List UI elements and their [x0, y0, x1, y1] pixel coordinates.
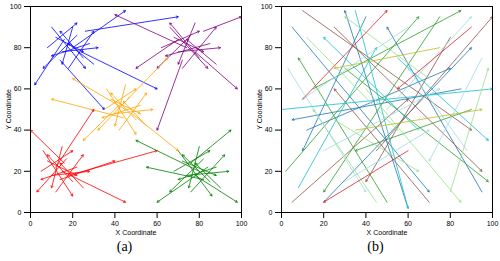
- svg-text:40: 40: [14, 126, 22, 133]
- svg-text:80: 80: [195, 220, 203, 227]
- svg-text:X Coordinate: X Coordinate: [367, 229, 408, 236]
- svg-text:0: 0: [18, 209, 22, 216]
- svg-text:80: 80: [14, 44, 22, 51]
- svg-text:100: 100: [236, 220, 248, 227]
- svg-text:60: 60: [404, 220, 412, 227]
- svg-text:20: 20: [14, 168, 22, 175]
- svg-text:0: 0: [280, 220, 284, 227]
- svg-text:100: 100: [10, 3, 22, 10]
- svg-text:40: 40: [362, 220, 370, 227]
- svg-text:60: 60: [153, 220, 161, 227]
- svg-text:20: 20: [69, 220, 77, 227]
- svg-text:40: 40: [111, 220, 119, 227]
- svg-text:20: 20: [265, 168, 273, 175]
- svg-text:0: 0: [29, 220, 33, 227]
- html-text:(b): (b): [367, 239, 384, 254]
- svg-text:40: 40: [265, 126, 273, 133]
- svg-text:20: 20: [320, 220, 328, 227]
- svg-text:Y Coordinate: Y Coordinate: [256, 89, 263, 130]
- svg-text:100: 100: [261, 3, 273, 10]
- svg-text:60: 60: [265, 85, 273, 92]
- html-text:(a): (a): [116, 239, 133, 254]
- svg-text:60: 60: [14, 85, 22, 92]
- svg-text:100: 100: [487, 220, 499, 227]
- svg-text:80: 80: [446, 220, 454, 227]
- svg-text:Y Coordinate: Y Coordinate: [5, 89, 12, 130]
- svg-text:X Coordinate: X Coordinate: [116, 229, 157, 236]
- svg-text:0: 0: [269, 209, 273, 216]
- svg-text:80: 80: [265, 44, 273, 51]
